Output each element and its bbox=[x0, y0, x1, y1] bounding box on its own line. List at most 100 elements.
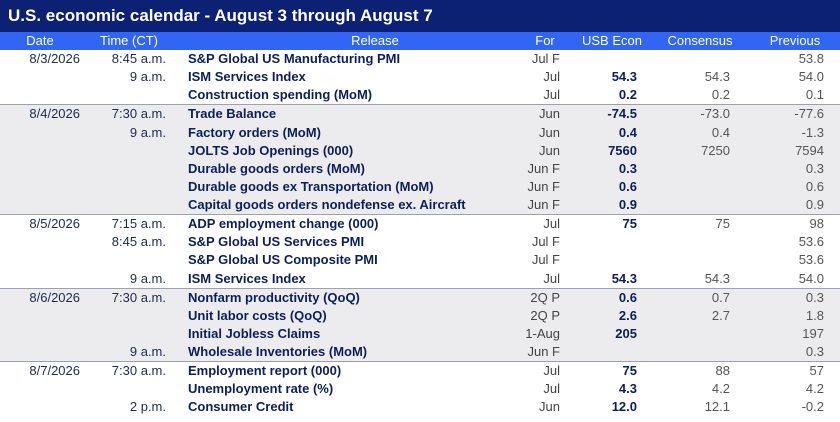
row-date: 8/5/2026 bbox=[29, 216, 80, 232]
row-for: Jul F bbox=[531, 252, 560, 268]
row-for: Jul bbox=[543, 87, 560, 103]
row-previous: 0.3 bbox=[805, 344, 824, 359]
row-release: ISM Services Index bbox=[188, 270, 306, 286]
row-date: 8/4/2026 bbox=[29, 106, 80, 122]
header-for: For bbox=[535, 33, 555, 48]
row-time: 8:45 a.m. bbox=[111, 51, 166, 66]
header-previous: Previous bbox=[769, 33, 821, 48]
row-previous: 1.8 bbox=[805, 307, 824, 323]
row-previous: -1.3 bbox=[801, 124, 824, 140]
row-time: 7:15 a.m. bbox=[111, 216, 166, 232]
table-row: Initial Jobless Claims 1-Aug 205 197 bbox=[0, 324, 840, 343]
row-for: Jul F bbox=[531, 51, 560, 66]
row-for: Jul bbox=[543, 216, 560, 232]
row-previous: 53.6 bbox=[798, 234, 824, 250]
row-consensus: 88 bbox=[715, 363, 730, 379]
row-consensus: 0.4 bbox=[711, 124, 730, 140]
row-usb-econ: 2.6 bbox=[618, 307, 637, 323]
row-for: Jun F bbox=[527, 197, 560, 212]
table-row: 8/3/2026 8:45 a.m. S&P Global US Manufactu… bbox=[0, 50, 840, 68]
row-date: 8/6/2026 bbox=[29, 289, 80, 305]
row-previous: 53.8 bbox=[798, 51, 824, 66]
row-release: Durable goods orders (MoM) bbox=[188, 160, 365, 176]
header-consensus: Consensus bbox=[667, 33, 733, 48]
row-previous: 197 bbox=[802, 325, 824, 341]
row-consensus: 0.2 bbox=[711, 87, 730, 103]
table-row: 2 p.m. Consumer Credit Jun 12.0 12.1 -0.2 bbox=[0, 398, 840, 416]
row-release: Unemployment rate (%) bbox=[188, 381, 334, 397]
table-row: 8/5/2026 7:15 a.m. ADP employment change (… bbox=[0, 214, 840, 233]
header-usb-econ: USB Econ bbox=[582, 33, 642, 48]
row-time: 9 a.m. bbox=[129, 344, 166, 359]
row-usb-econ: 205 bbox=[615, 325, 637, 341]
row-release: Unit labor costs (QoQ) bbox=[188, 307, 327, 323]
row-previous: 57 bbox=[809, 363, 824, 379]
row-usb-econ: 0.9 bbox=[618, 197, 637, 212]
row-previous: 4.2 bbox=[805, 381, 824, 397]
row-consensus: 54.3 bbox=[704, 270, 730, 286]
row-consensus: 75 bbox=[715, 216, 730, 232]
header-time: Time (CT) bbox=[99, 33, 158, 48]
row-consensus: -73.0 bbox=[700, 106, 730, 122]
row-time: 7:30 a.m. bbox=[111, 363, 166, 379]
row-time: 2 p.m. bbox=[129, 399, 166, 415]
row-previous: 54.0 bbox=[798, 270, 824, 286]
row-release: S&P Global US Manufacturing PMI bbox=[188, 51, 401, 66]
row-consensus: 12.1 bbox=[704, 399, 730, 415]
row-usb-econ: 4.3 bbox=[618, 381, 637, 397]
header-date: Date bbox=[26, 33, 54, 48]
row-consensus: 54.3 bbox=[704, 69, 730, 85]
row-previous: 7594 bbox=[795, 142, 824, 158]
row-previous: 0.9 bbox=[805, 197, 824, 212]
row-release: Initial Jobless Claims bbox=[188, 325, 321, 341]
row-for: Jul bbox=[543, 270, 560, 286]
row-for: Jul bbox=[543, 363, 560, 379]
row-previous: 0.3 bbox=[805, 289, 824, 305]
row-for: Jul bbox=[543, 381, 560, 397]
row-for: 2Q P bbox=[530, 289, 560, 305]
table-row: S&P Global US Composite PMI Jul F 53.6 bbox=[0, 251, 840, 269]
row-previous: -77.6 bbox=[794, 106, 824, 122]
row-usb-econ: 0.2 bbox=[618, 87, 637, 103]
table-row: 8/6/2026 7:30 a.m. Nonfarm productivity (Q… bbox=[0, 287, 840, 307]
row-for: Jun F bbox=[527, 160, 560, 176]
row-usb-econ: 54.3 bbox=[611, 69, 637, 85]
row-release: ISM Services Index bbox=[188, 69, 306, 85]
row-usb-econ: 54.3 bbox=[611, 270, 637, 286]
row-for: Jun bbox=[539, 124, 560, 140]
row-time: 8:45 a.m. bbox=[111, 234, 166, 250]
row-release: Capital goods orders nondefense ex. Airc… bbox=[188, 197, 466, 212]
row-usb-econ: 0.4 bbox=[618, 124, 637, 140]
row-release: Construction spending (MoM) bbox=[188, 87, 373, 103]
row-for: Jul F bbox=[531, 234, 560, 250]
row-for: Jun bbox=[539, 106, 560, 122]
row-date: 8/3/2026 bbox=[29, 51, 80, 66]
row-consensus: 4.2 bbox=[711, 381, 730, 397]
table-row: Capital goods orders nondefense ex. Airc… bbox=[0, 196, 840, 215]
row-release: S&P Global US Composite PMI bbox=[188, 252, 378, 268]
row-time: 9 a.m. bbox=[129, 69, 166, 85]
row-release: Factory orders (MoM) bbox=[188, 124, 321, 140]
row-for: 2Q P bbox=[530, 307, 560, 323]
table-row: 8/4/2026 7:30 a.m. Trade Balance Jun -74.5 -7… bbox=[0, 104, 840, 124]
row-for: Jun F bbox=[527, 344, 560, 359]
row-release: ADP employment change (000) bbox=[188, 216, 379, 232]
row-release: JOLTS Job Openings (000) bbox=[188, 142, 354, 158]
table-row: 9 a.m. ISM Services Index Jul 54.3 54.3 54.0 bbox=[0, 68, 840, 86]
table-header: Date Time (CT) Release For USB Econ Cons… bbox=[0, 32, 840, 50]
table-row: 9 a.m. Wholesale Inventories (MoM) Jun F 0.… bbox=[0, 343, 840, 362]
row-release: Employment report (000) bbox=[188, 363, 342, 379]
table-row: 9 a.m. Factory orders (MoM) Jun 0.4 0.4 -1.3 bbox=[0, 123, 840, 142]
row-previous: 0.6 bbox=[805, 178, 824, 194]
row-release: Consumer Credit bbox=[188, 399, 294, 415]
row-previous: 98 bbox=[809, 216, 824, 232]
table-row: 8:45 a.m. S&P Global US Services PMI Jul F… bbox=[0, 233, 840, 251]
calendar-table: 8/3/2026 8:45 a.m. S&P Global US Manufactu… bbox=[0, 50, 840, 417]
row-release: Wholesale Inventories (MoM) bbox=[188, 344, 368, 359]
row-usb-econ: 0.3 bbox=[618, 160, 637, 176]
row-usb-econ: 0.6 bbox=[618, 178, 637, 194]
row-date: 8/7/2026 bbox=[29, 363, 80, 379]
table-row: Construction spending (MoM) Jul 0.2 0.2 0.1 bbox=[0, 86, 840, 104]
row-release: Trade Balance bbox=[188, 106, 277, 122]
row-previous: 0.3 bbox=[805, 160, 824, 176]
